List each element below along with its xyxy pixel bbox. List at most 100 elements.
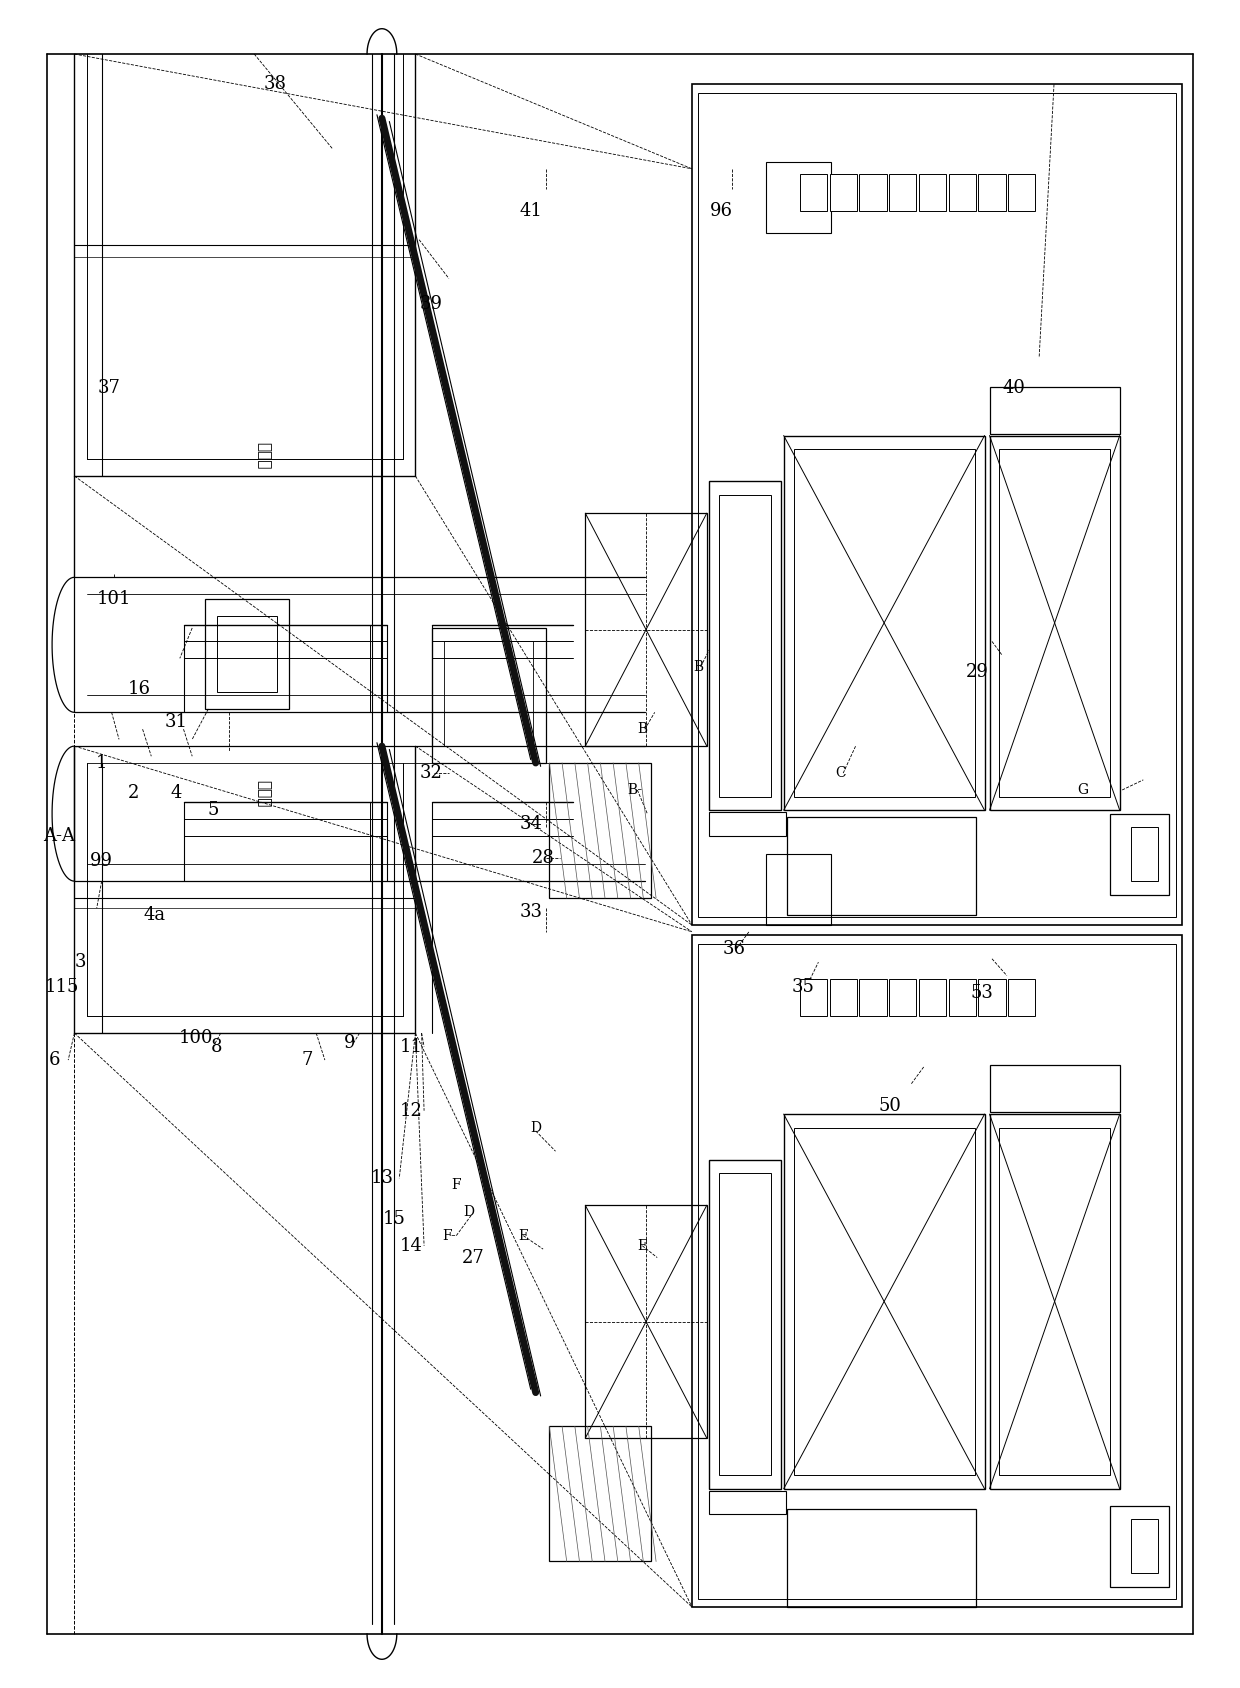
Text: 5: 5: [207, 802, 219, 819]
Bar: [999, 1128, 1110, 1475]
Text: D: D: [531, 1121, 541, 1134]
Text: 27: 27: [463, 1249, 485, 1266]
Text: F: F: [451, 1178, 461, 1192]
Text: 96: 96: [711, 203, 733, 219]
Bar: [698, 944, 1176, 1599]
Text: 37: 37: [98, 380, 120, 397]
Bar: [1131, 827, 1158, 881]
Text: C: C: [836, 766, 846, 780]
Text: 53: 53: [971, 984, 993, 1001]
Bar: [585, 1205, 707, 1438]
Text: 1: 1: [95, 755, 108, 771]
Text: 32: 32: [420, 765, 443, 782]
Text: 29: 29: [966, 663, 988, 680]
Text: 33: 33: [520, 903, 542, 920]
Text: 13: 13: [371, 1170, 393, 1187]
Text: 36: 36: [723, 940, 745, 957]
Bar: [787, 1509, 976, 1607]
Bar: [859, 979, 887, 1016]
Text: E: E: [518, 1229, 528, 1242]
Text: A-A: A-A: [43, 827, 76, 844]
Text: 41: 41: [520, 203, 542, 219]
Bar: [800, 174, 827, 211]
Text: 100: 100: [179, 1030, 213, 1047]
Text: 101: 101: [97, 591, 131, 608]
Bar: [205, 599, 289, 709]
Bar: [830, 979, 857, 1016]
Bar: [719, 495, 771, 797]
Text: 8: 8: [211, 1038, 223, 1055]
Bar: [1008, 174, 1035, 211]
Bar: [709, 1160, 781, 1489]
Bar: [949, 174, 976, 211]
Text: 3: 3: [74, 954, 87, 971]
Text: 35: 35: [792, 979, 815, 996]
Text: B: B: [693, 660, 703, 674]
Text: 背压区: 背压区: [255, 442, 270, 469]
Bar: [1110, 814, 1169, 895]
Bar: [1110, 1506, 1169, 1587]
Bar: [949, 979, 976, 1016]
Text: E: E: [637, 1239, 647, 1252]
Text: 背压区: 背压区: [255, 780, 270, 807]
Text: 9: 9: [343, 1035, 356, 1052]
Text: 31: 31: [165, 714, 187, 731]
Bar: [549, 1426, 651, 1561]
Bar: [709, 1491, 786, 1514]
Text: 6: 6: [48, 1052, 61, 1069]
Bar: [830, 174, 857, 211]
Bar: [978, 174, 1006, 211]
Text: 50: 50: [879, 1097, 901, 1114]
Bar: [990, 387, 1120, 434]
Bar: [859, 174, 887, 211]
Bar: [549, 763, 651, 898]
Text: 14: 14: [401, 1237, 423, 1254]
Bar: [889, 174, 916, 211]
Bar: [784, 436, 985, 810]
Bar: [692, 84, 1182, 925]
Bar: [1008, 979, 1035, 1016]
Bar: [709, 812, 786, 836]
Bar: [978, 979, 1006, 1016]
Bar: [794, 449, 975, 797]
Bar: [217, 616, 277, 692]
Bar: [444, 641, 533, 746]
Text: 7: 7: [301, 1052, 314, 1069]
Bar: [990, 1065, 1120, 1112]
Bar: [794, 1128, 975, 1475]
Text: 4a: 4a: [144, 906, 166, 923]
Text: 16: 16: [128, 680, 150, 697]
Text: 115: 115: [45, 979, 79, 996]
Bar: [709, 481, 781, 810]
Bar: [990, 1114, 1120, 1489]
Bar: [719, 1173, 771, 1475]
Bar: [585, 513, 707, 746]
Bar: [432, 628, 546, 763]
Text: B-: B-: [627, 783, 642, 797]
Bar: [919, 174, 946, 211]
Bar: [766, 854, 831, 925]
Text: D: D: [464, 1205, 474, 1219]
Bar: [999, 449, 1110, 797]
Text: 99: 99: [91, 852, 113, 869]
Bar: [784, 1114, 985, 1489]
Text: F-: F-: [441, 1229, 456, 1242]
Bar: [787, 817, 976, 915]
Bar: [919, 979, 946, 1016]
Text: B: B: [637, 722, 647, 736]
Bar: [698, 93, 1176, 917]
Bar: [1131, 1519, 1158, 1573]
Bar: [692, 935, 1182, 1607]
Bar: [766, 162, 831, 233]
Text: 34: 34: [520, 815, 542, 832]
Bar: [889, 979, 916, 1016]
Text: 28: 28: [532, 849, 554, 866]
Text: 2: 2: [128, 785, 140, 802]
Text: 15: 15: [383, 1210, 405, 1227]
Text: 12: 12: [401, 1102, 423, 1119]
Text: 39: 39: [420, 295, 443, 312]
Text: 40: 40: [1003, 380, 1025, 397]
Text: 11: 11: [401, 1038, 423, 1055]
Bar: [800, 979, 827, 1016]
Text: G: G: [1078, 783, 1087, 797]
